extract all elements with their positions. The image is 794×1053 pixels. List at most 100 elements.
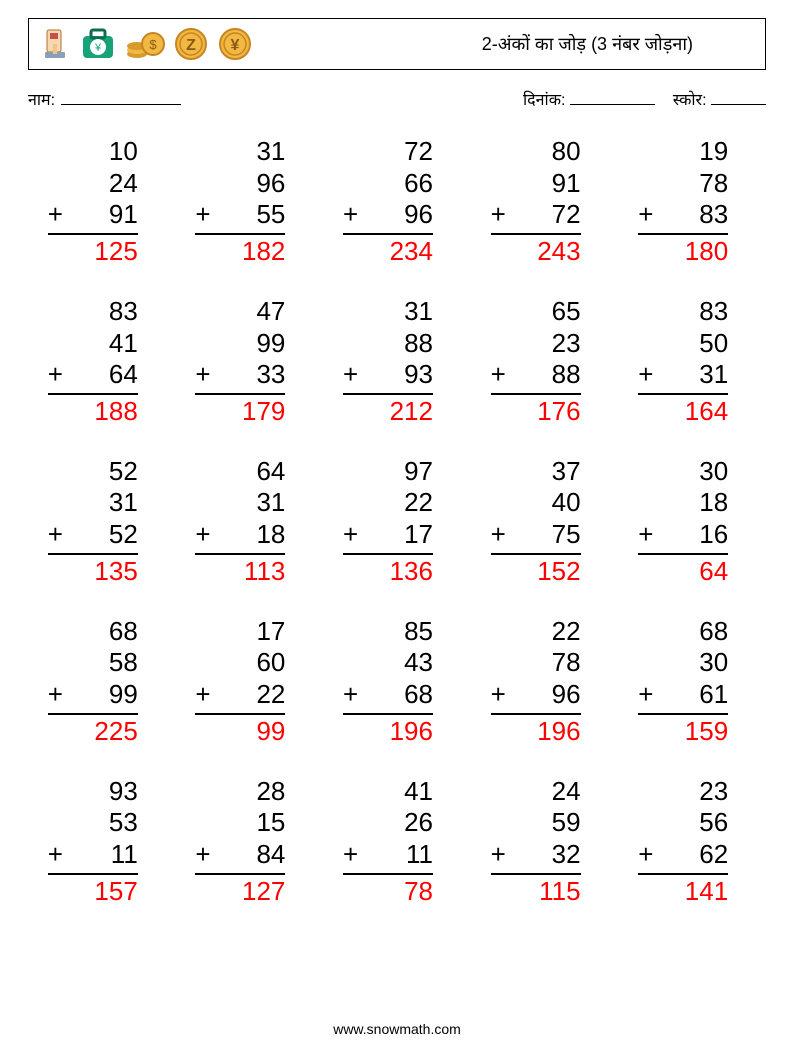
plus-sign: + (48, 359, 63, 391)
addend-2: 78 (509, 647, 581, 679)
answer: 152 (509, 555, 581, 588)
addend-3: 96 (552, 679, 581, 709)
addend-2: 88 (361, 328, 433, 360)
addend-2: 53 (66, 807, 138, 839)
addend-2: 60 (213, 647, 285, 679)
addend-3: 11 (111, 839, 138, 869)
sum-rule: 182 (195, 233, 285, 268)
sum-rule: 157 (48, 873, 138, 908)
date-label: दिनांक: (523, 92, 565, 109)
plus-sign: + (491, 839, 506, 871)
header-box: ¥ $ Z ¥ 2-अंकों का जोड़ (3 नंबर जोड़ना) (28, 18, 766, 70)
addend-3: 99 (109, 679, 138, 709)
addend-2: 43 (361, 647, 433, 679)
addend-1: 31 (361, 296, 433, 328)
problem: 6523+88176 (471, 296, 619, 428)
addend-2: 18 (656, 487, 728, 519)
plus-sign: + (48, 679, 63, 711)
addend-1: 83 (656, 296, 728, 328)
date-blank[interactable] (570, 90, 655, 105)
addend-3: 93 (404, 359, 433, 389)
z-coin-icon: Z (173, 26, 209, 62)
addend-3: 61 (699, 679, 728, 709)
meta-row: नाम: दिनांक: स्कोर: (28, 88, 766, 110)
answer: 176 (509, 395, 581, 428)
svg-text:Z: Z (186, 37, 196, 54)
yen-coin-icon: ¥ (217, 26, 253, 62)
addend-2: 31 (213, 487, 285, 519)
addend-1: 65 (509, 296, 581, 328)
problem: 2815+84127 (176, 776, 324, 908)
problem: 4126+1178 (323, 776, 471, 908)
worksheet-title: 2-अंकों का जोड़ (3 नंबर जोड़ना) (482, 32, 753, 56)
addend-2: 56 (656, 807, 728, 839)
addend-2: 31 (66, 487, 138, 519)
plus-sign: + (343, 199, 358, 231)
plus-sign: + (195, 199, 210, 231)
addend-3: 64 (109, 359, 138, 389)
answer: 196 (509, 715, 581, 748)
plus-sign: + (638, 359, 653, 391)
addend-3: 91 (109, 199, 138, 229)
score-blank[interactable] (711, 90, 766, 105)
problem: 3740+75152 (471, 456, 619, 588)
plus-sign: + (48, 519, 63, 551)
problem: 8341+64188 (28, 296, 176, 428)
sum-rule: 125 (48, 233, 138, 268)
addend-1: 68 (656, 616, 728, 648)
score-label: स्कोर: (673, 92, 707, 109)
plus-sign: + (343, 519, 358, 551)
sum-rule: 141 (638, 873, 728, 908)
addend-1: 64 (213, 456, 285, 488)
addend-3: 32 (552, 839, 581, 869)
answer: 196 (361, 715, 433, 748)
problem: 3196+55182 (176, 136, 324, 268)
plus-sign: + (343, 839, 358, 871)
addend-1: 47 (213, 296, 285, 328)
plus-sign: + (195, 359, 210, 391)
sum-rule: 115 (491, 873, 581, 908)
problem: 4799+33179 (176, 296, 324, 428)
plus-sign: + (195, 679, 210, 711)
addend-3: 75 (552, 519, 581, 549)
addend-3: 88 (552, 359, 581, 389)
problem: 6858+99225 (28, 616, 176, 748)
sum-rule: 135 (48, 553, 138, 588)
addend-3: 55 (256, 199, 285, 229)
sum-rule: 113 (195, 553, 285, 588)
addend-1: 23 (656, 776, 728, 808)
footer-text: www.snowmath.com (0, 1021, 794, 1037)
addend-3: 18 (256, 519, 285, 549)
addend-3: 62 (699, 839, 728, 869)
addend-2: 59 (509, 807, 581, 839)
addend-2: 50 (656, 328, 728, 360)
addend-2: 24 (66, 168, 138, 200)
answer: 225 (66, 715, 138, 748)
sum-rule: 136 (343, 553, 433, 588)
plus-sign: + (343, 359, 358, 391)
addend-1: 93 (66, 776, 138, 808)
plus-sign: + (491, 199, 506, 231)
svg-text:$: $ (149, 37, 157, 52)
addend-3: 31 (699, 359, 728, 389)
plus-sign: + (343, 679, 358, 711)
answer: 188 (66, 395, 138, 428)
addend-1: 72 (361, 136, 433, 168)
problem: 9353+11157 (28, 776, 176, 908)
plus-sign: + (195, 839, 210, 871)
svg-text:¥: ¥ (231, 37, 240, 54)
addend-2: 40 (509, 487, 581, 519)
sum-rule: 196 (343, 713, 433, 748)
answer: 99 (213, 715, 285, 748)
addend-2: 26 (361, 807, 433, 839)
sum-rule: 225 (48, 713, 138, 748)
answer: 182 (213, 235, 285, 268)
name-blank[interactable] (61, 90, 181, 105)
addend-2: 91 (509, 168, 581, 200)
plus-sign: + (638, 839, 653, 871)
problem: 2278+96196 (471, 616, 619, 748)
answer: 141 (656, 875, 728, 908)
addend-2: 41 (66, 328, 138, 360)
sum-rule: 188 (48, 393, 138, 428)
sum-rule: 212 (343, 393, 433, 428)
